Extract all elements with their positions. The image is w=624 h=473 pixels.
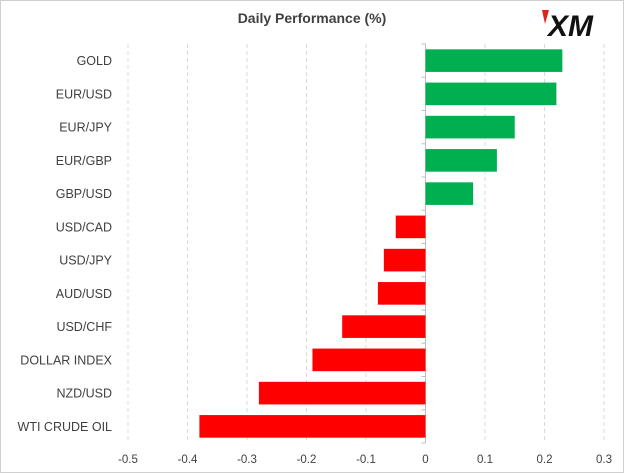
category-label: EUR/USD xyxy=(56,87,112,101)
category-label: GOLD xyxy=(77,54,112,68)
category-label: AUD/USD xyxy=(56,287,112,301)
bar-gbp-usd xyxy=(425,182,474,205)
x-tick-label: 0.1 xyxy=(477,454,493,466)
x-tick-label: -0.5 xyxy=(118,454,138,466)
xm-logo-icon: XM xyxy=(542,10,594,43)
bar-usd-chf xyxy=(342,315,426,338)
bar-aud-usd xyxy=(377,282,426,305)
bar-gold xyxy=(425,49,563,72)
x-tick-label: 0.2 xyxy=(537,454,553,466)
category-label: USD/JPY xyxy=(59,254,112,268)
bar-wti-crude-oil xyxy=(199,415,426,438)
category-label: DOLLAR INDEX xyxy=(20,353,112,367)
x-tick-label: -0.1 xyxy=(356,454,376,466)
x-tick-label: 0.3 xyxy=(596,454,612,466)
bar-usd-jpy xyxy=(383,248,426,272)
bar-nzd-usd xyxy=(258,381,426,405)
x-tick-label: 0 xyxy=(422,454,428,466)
bar-eur-usd xyxy=(425,82,557,106)
logo-text: XM xyxy=(546,10,594,43)
bar-dollar-index xyxy=(312,348,426,372)
category-label: USD/CHF xyxy=(56,320,112,334)
category-labels: GOLD EUR/USD EUR/JPY EUR/GBP GBP/USD USD/CAD U… xyxy=(18,54,113,434)
x-tick-label: -0.3 xyxy=(237,454,257,466)
category-label: USD/CAD xyxy=(56,220,112,234)
category-label: EUR/GBP xyxy=(56,154,112,168)
x-tick-label: -0.2 xyxy=(297,454,317,466)
gridlines xyxy=(127,43,605,444)
xm-logo: XM xyxy=(538,4,618,44)
bar-eur-gbp xyxy=(425,149,497,172)
category-label: EUR/JPY xyxy=(59,121,112,135)
category-label: WTI CRUDE OIL xyxy=(18,420,112,434)
bar-usd-cad xyxy=(395,215,426,239)
category-label: NZD/USD xyxy=(56,387,112,401)
bars xyxy=(199,49,563,438)
x-tick-label: -0.4 xyxy=(178,454,198,466)
chart-title: Daily Performance (%) xyxy=(237,10,387,26)
tick-labels: -0.5 -0.4 -0.3 -0.2 -0.1 0 0.1 0.2 0.3 xyxy=(118,454,612,466)
bar-eur-jpy xyxy=(425,115,515,139)
category-label: GBP/USD xyxy=(56,187,112,201)
